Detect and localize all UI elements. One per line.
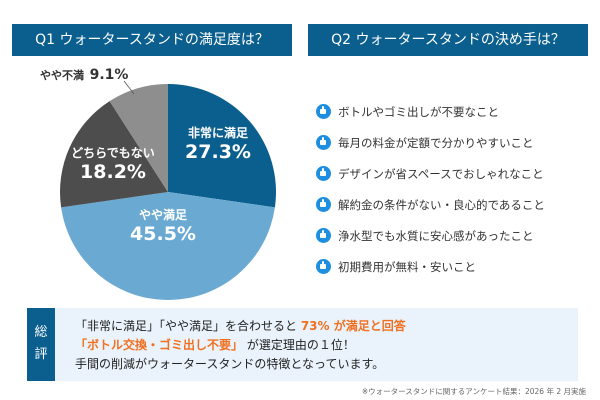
label-somewhat-dissatisfied: やや不満 9.1% <box>40 67 129 83</box>
list-item: 浄水型でも水質に安心感があったこと <box>316 220 545 251</box>
summary-tag: 総評 <box>27 308 55 381</box>
summary-box: 総評 「非常に満足」「やや満足」を合わせると 73% が満足と回答 「ボトル交換… <box>27 308 578 381</box>
reason-list: ボトルやゴミ出しが不要なこと 毎月の料金が定額で分かりやすいこと デザインが省ス… <box>316 96 545 282</box>
slice-somewhat-satisfied <box>61 192 275 300</box>
label-neutral: どちらでもない 18.2% <box>71 146 155 183</box>
slice-very-satisfied <box>168 84 277 208</box>
thumbs-up-icon <box>316 135 331 150</box>
thumbs-up-icon <box>316 104 331 119</box>
slice-somewhat-dissatisfied <box>109 84 168 192</box>
label-very-satisfied: 非常に満足 27.3% <box>185 126 251 163</box>
summary-text: 「非常に満足」「やや満足」を合わせると 73% が満足と回答 「ボトル交換・ゴミ… <box>75 319 406 371</box>
slice-neutral <box>60 101 168 208</box>
pie-chart <box>60 84 277 300</box>
thumbs-up-icon <box>316 166 331 181</box>
thumbs-up-icon <box>316 228 331 243</box>
list-item: 初期費用が無料・安いこと <box>316 251 545 282</box>
leader-line <box>123 80 135 95</box>
list-item: デザインが省スペースでおしゃれなこと <box>316 158 545 189</box>
label-somewhat-satisfied: やや満足 45.5% <box>130 208 196 245</box>
q2-header: Q2 ウォータースタンドの決め手は？ <box>308 24 588 56</box>
thumbs-up-icon <box>316 259 331 274</box>
list-item: ボトルやゴミ出しが不要なこと <box>316 96 545 127</box>
q1-header: Q1 ウォータースタンドの満足度は？ <box>12 24 292 56</box>
footnote: ※ウォータースタンドに関するアンケート結果：2026 年 2 月実施 <box>361 387 586 396</box>
list-item: 毎月の料金が定額で分かりやすいこと <box>316 127 545 158</box>
thumbs-up-icon <box>316 197 331 212</box>
list-item: 解約金の条件がない・良心的であること <box>316 189 545 220</box>
